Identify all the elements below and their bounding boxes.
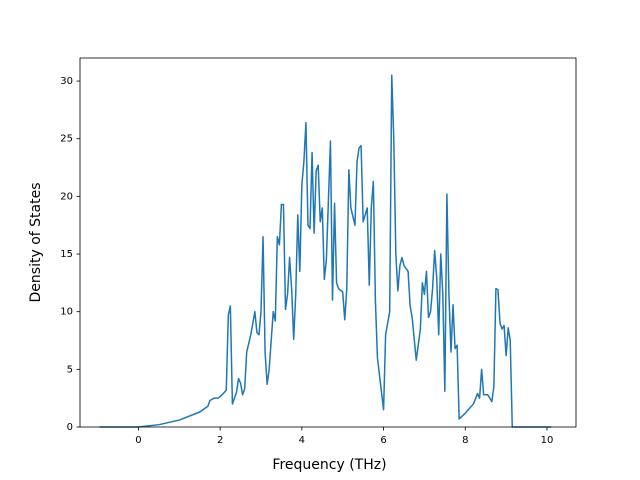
x-axis-label: Frequency (THz) (272, 457, 386, 473)
line-series (99, 74, 552, 428)
x-tick-label: 0 (135, 435, 141, 446)
x-tick-label: 8 (462, 435, 468, 446)
y-tick-label: 30 (60, 76, 73, 87)
y-tick-label: 5 (67, 364, 73, 375)
y-tick-label: 25 (60, 134, 73, 145)
y-tick-label: 15 (60, 249, 73, 260)
x-tick-label: 2 (217, 435, 223, 446)
x-tick-label: 10 (541, 435, 554, 446)
plot-frame (79, 57, 577, 428)
y-axis-label: Density of States (28, 183, 44, 303)
x-tick-label: 4 (299, 435, 305, 446)
y-tick-label: 20 (60, 191, 73, 202)
x-tick-label: 6 (380, 435, 386, 446)
y-tick-label: 10 (60, 307, 73, 318)
y-tick-label: 0 (67, 422, 73, 433)
